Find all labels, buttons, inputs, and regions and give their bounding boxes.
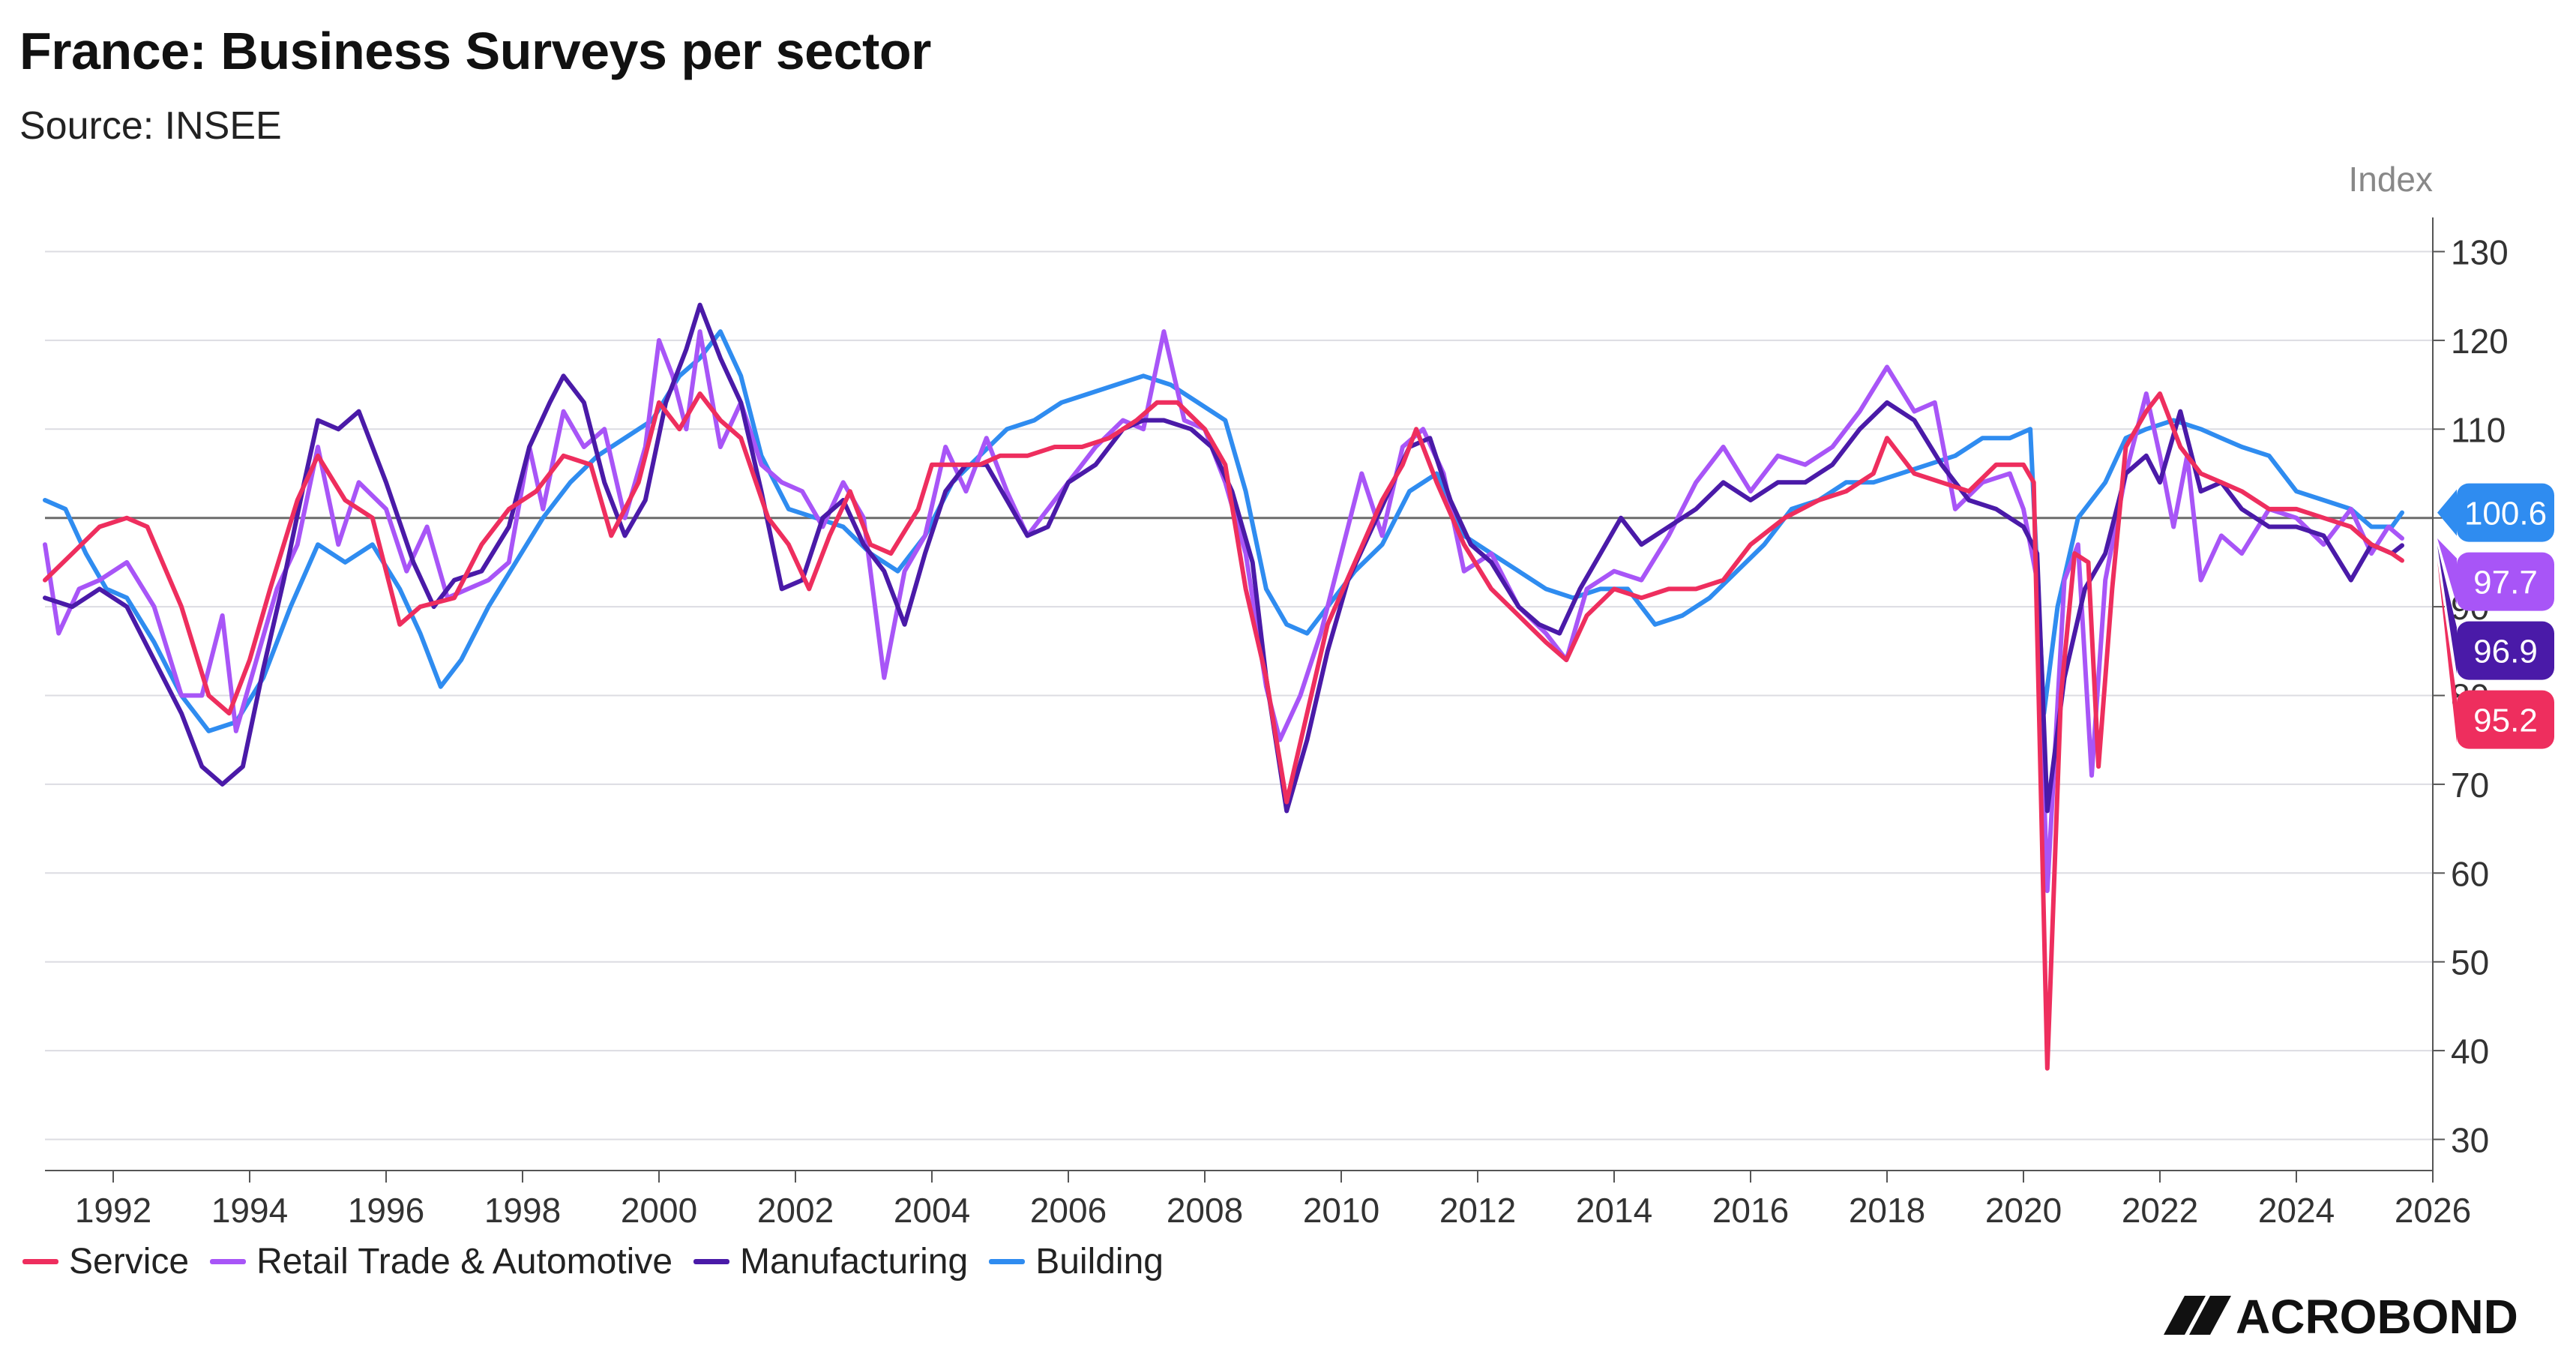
badge-value: 95.2 xyxy=(2473,703,2538,739)
y-tick-label: 70 xyxy=(2451,766,2489,805)
x-tick-label: 2010 xyxy=(1303,1191,1379,1230)
badge-box xyxy=(2457,690,2554,749)
legend-item: Retail Trade & Automotive xyxy=(210,1241,672,1282)
grid-lines xyxy=(45,250,2433,1141)
y-tick-label: 110 xyxy=(2451,410,2506,449)
series-lines xyxy=(43,302,2404,1071)
last-value-badge: 96.9 xyxy=(2437,545,2554,680)
legend-swatch xyxy=(693,1259,730,1264)
x-tick-label: 2018 xyxy=(1849,1191,1925,1230)
badge-pointer xyxy=(2437,545,2457,674)
x-tick-label: 2008 xyxy=(1167,1191,1243,1230)
x-tick-label: 2020 xyxy=(1985,1191,2062,1230)
badge-value: 97.7 xyxy=(2473,565,2538,601)
y-tick-label: 30 xyxy=(2451,1120,2489,1159)
series-line-retail-trade-automotive xyxy=(43,329,2404,893)
x-tick-label: 1992 xyxy=(75,1191,151,1230)
last-value-badge: 97.7 xyxy=(2437,538,2554,611)
legend-label: Manufacturing xyxy=(740,1242,969,1282)
x-tick-label: 2006 xyxy=(1030,1191,1107,1230)
x-tick-label: 2016 xyxy=(1712,1191,1789,1230)
badge-box xyxy=(2457,483,2554,542)
legend-swatch xyxy=(210,1259,247,1264)
legend: Service Retail Trade & Automotive Manufact… xyxy=(22,1241,1164,1282)
x-tick-label: 2000 xyxy=(621,1191,697,1230)
badge-pointer xyxy=(2437,489,2457,536)
series-line-building xyxy=(43,329,2404,733)
logo-wordmark: ACROBOND xyxy=(2236,1290,2518,1342)
last-value-badge: 100.6 xyxy=(2437,483,2554,542)
y-tick-label: 120 xyxy=(2451,322,2509,361)
legend-swatch xyxy=(989,1259,1026,1264)
badge-box xyxy=(2457,621,2554,680)
legend-swatch xyxy=(22,1259,58,1264)
badge-box xyxy=(2457,552,2554,611)
legend-item: Service xyxy=(22,1241,189,1282)
badge-value: 96.9 xyxy=(2473,634,2538,670)
y-tick-label: 130 xyxy=(2451,233,2509,272)
x-tick-label: 1994 xyxy=(211,1191,288,1230)
badge-value: 100.6 xyxy=(2464,496,2547,532)
x-tick-label: 1996 xyxy=(348,1191,424,1230)
legend-item: Building xyxy=(989,1241,1164,1282)
legend-label: Retail Trade & Automotive xyxy=(256,1242,673,1282)
legend-item: Manufacturing xyxy=(693,1241,968,1282)
x-tick-label: 2004 xyxy=(894,1191,970,1230)
legend-label: Service xyxy=(69,1242,190,1282)
series-line-manufacturing xyxy=(43,302,2404,814)
x-tick-label: 2014 xyxy=(1576,1191,1652,1230)
x-tick-label: 2024 xyxy=(2258,1191,2335,1230)
x-tick-label: 1998 xyxy=(484,1191,561,1230)
macrobond-logo: ACROBOND xyxy=(2164,1290,2518,1342)
y-tick-label: 60 xyxy=(2451,854,2489,893)
y-tick-label: 50 xyxy=(2451,943,2489,982)
badge-pointer xyxy=(2437,538,2457,605)
y-tick-label: 40 xyxy=(2451,1032,2489,1071)
axes: 30405060708090100110120130Index199219941… xyxy=(45,160,2509,1230)
x-tick-label: 2026 xyxy=(2395,1191,2471,1230)
y-unit-label: Index xyxy=(2348,160,2433,199)
last-value-badge: 95.2 xyxy=(2437,560,2554,749)
x-tick-label: 2012 xyxy=(1439,1191,1516,1230)
chart-title: France: Business Surveys per sector xyxy=(19,22,931,80)
last-value-badges: 100.6 97.7 96.9 95.2 xyxy=(2437,483,2554,749)
x-tick-label: 2022 xyxy=(2122,1191,2198,1230)
chart-subtitle: Source: INSEE xyxy=(19,104,282,148)
badge-pointer xyxy=(2437,560,2457,743)
x-tick-label: 2002 xyxy=(757,1191,834,1230)
legend-label: Building xyxy=(1035,1242,1164,1282)
series-line-service xyxy=(43,391,2404,1071)
